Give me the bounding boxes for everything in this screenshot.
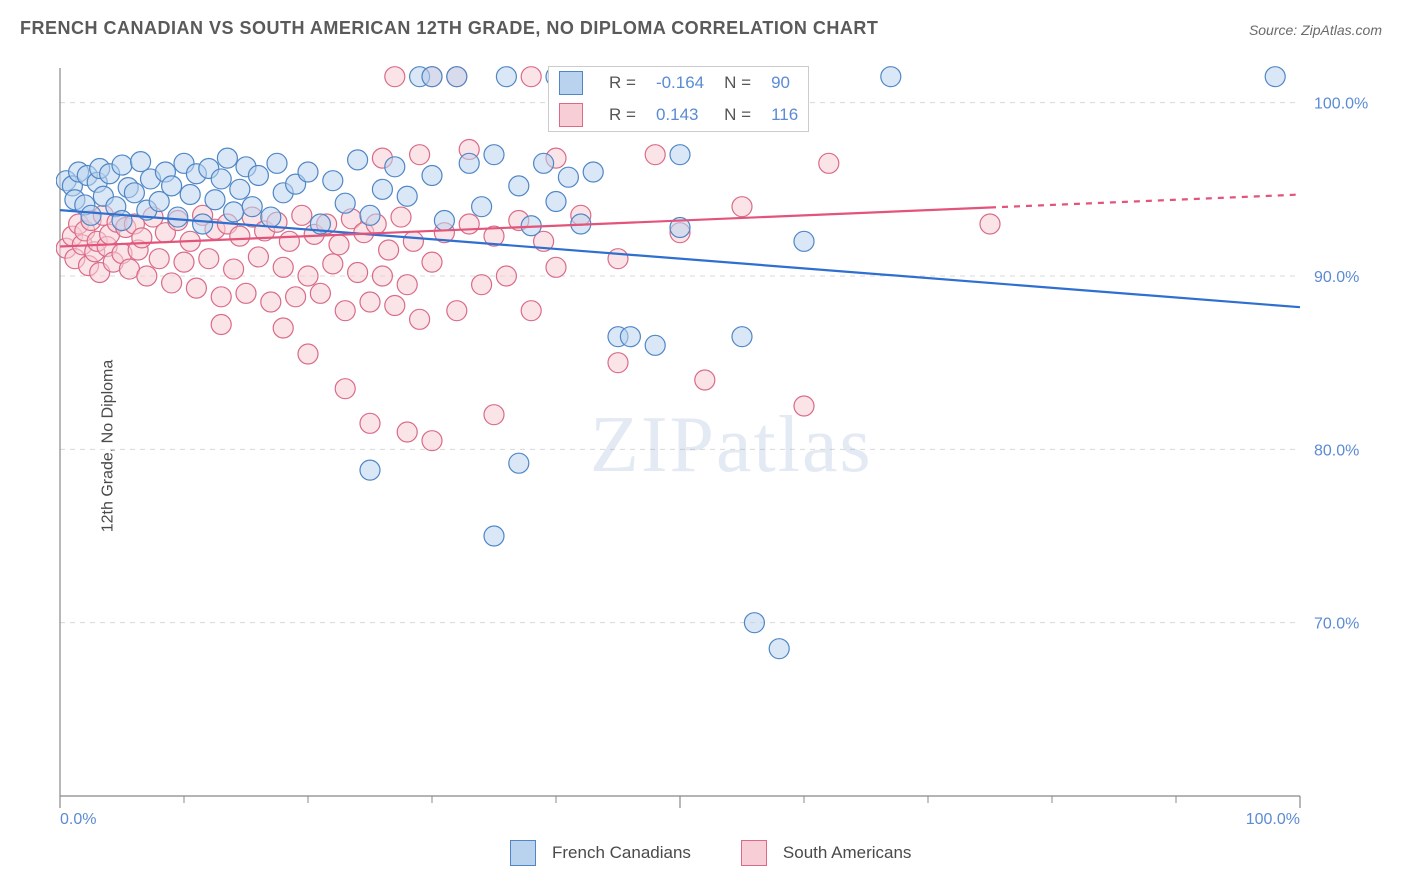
legend-series: French Canadians South Americans <box>510 840 911 866</box>
legend-correlation-box: R =-0.164N =90R = 0.143N =116 <box>548 66 809 132</box>
svg-text:0.0%: 0.0% <box>60 811 96 828</box>
svg-text:100.0%: 100.0% <box>1246 811 1300 828</box>
legend-swatch <box>510 840 536 866</box>
svg-text:90.0%: 90.0% <box>1314 269 1359 286</box>
svg-text:70.0%: 70.0% <box>1314 616 1359 633</box>
chart-container: FRENCH CANADIAN VS SOUTH AMERICAN 12TH G… <box>0 0 1406 892</box>
legend-label: South Americans <box>783 843 912 863</box>
svg-text:100.0%: 100.0% <box>1314 96 1368 113</box>
svg-text:80.0%: 80.0% <box>1314 442 1359 459</box>
legend-swatch <box>741 840 767 866</box>
source-label: Source: ZipAtlas.com <box>1249 22 1382 38</box>
scatter-plot: 70.0% 80.0% 90.0% 100.0% 0.0% 100.0% <box>56 62 1386 832</box>
legend-label: French Canadians <box>552 843 691 863</box>
chart-title: FRENCH CANADIAN VS SOUTH AMERICAN 12TH G… <box>20 18 878 39</box>
